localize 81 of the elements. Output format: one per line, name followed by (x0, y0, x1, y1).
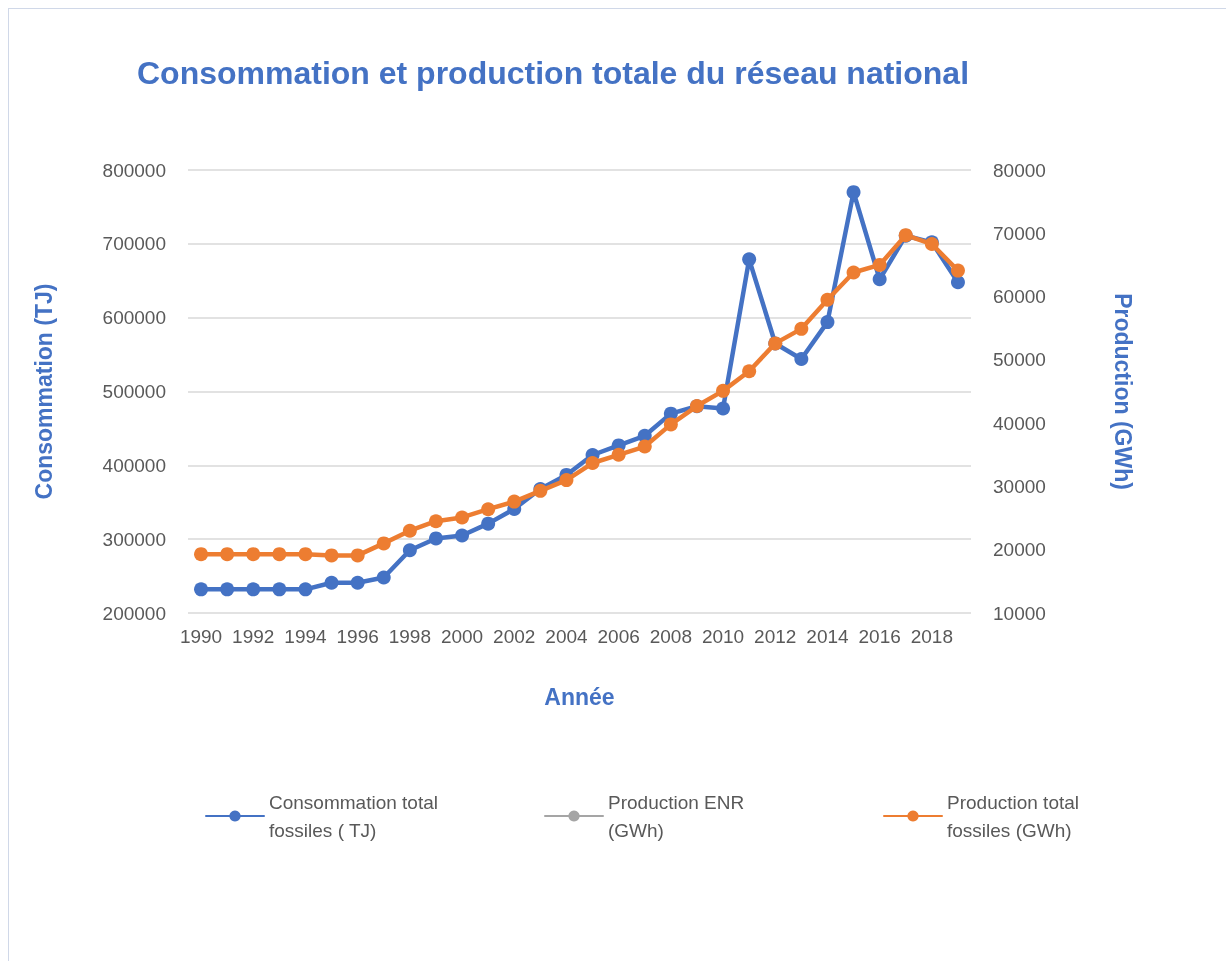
point (481, 502, 496, 517)
point (794, 321, 809, 336)
point (637, 439, 652, 454)
point (742, 364, 757, 379)
point (324, 548, 339, 563)
y2-tick-label: 20000 (993, 539, 1046, 561)
point (455, 510, 470, 525)
point (428, 514, 443, 529)
point (950, 263, 965, 278)
y-axis-title: Consommation (TJ) (30, 283, 57, 500)
x-axis-title: Année (544, 683, 615, 710)
point (402, 543, 417, 558)
point (376, 536, 391, 551)
y2-tick-label: 70000 (993, 222, 1046, 244)
y-tick-label: 200000 (102, 602, 166, 624)
point (611, 447, 626, 462)
y-tick-label: 600000 (102, 307, 166, 329)
point (246, 582, 261, 597)
y2-tick-label: 50000 (993, 349, 1046, 371)
point (663, 417, 678, 432)
x-tick-label: 2008 (649, 626, 692, 647)
point (872, 272, 887, 287)
point (585, 456, 600, 471)
x-tick-label: 1996 (336, 626, 379, 647)
point (324, 575, 339, 590)
x-tick-label: 2016 (858, 626, 901, 647)
point (872, 257, 887, 272)
point (950, 275, 965, 290)
point (481, 516, 496, 531)
x-tick-label: 2012 (754, 626, 797, 647)
x-tick-label: 2000 (440, 626, 484, 647)
point (220, 547, 235, 562)
x-tick-label: 1994 (284, 626, 328, 647)
legend-label: Production ENR (GWh) (608, 791, 750, 841)
point (716, 401, 731, 416)
x-tick-label: 2004 (545, 626, 589, 647)
x-tick-label: 2002 (493, 626, 536, 647)
y2-tick-label: 60000 (993, 286, 1046, 308)
y-tick-label: 700000 (102, 233, 166, 255)
point (194, 547, 209, 562)
point (246, 547, 261, 562)
point (794, 352, 809, 367)
legend-label: Consommation total fossiles ( TJ) (269, 791, 444, 841)
point (272, 582, 287, 597)
chart-title: Consommation et production totale du réseau national (136, 55, 970, 91)
point (428, 531, 443, 546)
point (350, 575, 365, 590)
x-tick-label: 2006 (597, 626, 640, 647)
point (455, 528, 470, 543)
point (716, 383, 731, 398)
point (220, 582, 235, 597)
y-tick-label: 800000 (102, 159, 166, 181)
legend-label: Production total fossiles (GWh) (947, 791, 1085, 841)
y-tick-label: 300000 (102, 528, 166, 550)
y2-tick-label: 10000 (993, 602, 1046, 624)
x-tick-label: 2010 (701, 626, 745, 647)
x-tick-label: 1992 (232, 626, 275, 647)
x-tick-label: 1998 (388, 626, 431, 647)
x-tick-label: 2014 (806, 626, 850, 647)
y2-tick-label: 80000 (993, 159, 1046, 181)
point (559, 473, 574, 488)
point (820, 315, 835, 330)
point (376, 570, 391, 585)
point (298, 582, 313, 597)
x-tick-label: 2018 (910, 626, 953, 647)
y2-tick-label: 40000 (993, 412, 1046, 434)
y-tick-label: 400000 (102, 454, 166, 476)
y2-tick-label: 30000 (993, 475, 1046, 497)
point (402, 523, 417, 538)
point (194, 582, 209, 597)
point (820, 292, 835, 307)
point (846, 265, 861, 280)
point (272, 547, 287, 562)
point (298, 547, 313, 562)
y2-axis-title: Production (GWh) (1109, 293, 1136, 490)
x-tick-label: 1990 (179, 626, 223, 647)
point (350, 548, 365, 563)
y-tick-label: 500000 (102, 381, 166, 402)
point (742, 252, 757, 267)
point (507, 494, 522, 509)
point (846, 185, 861, 200)
